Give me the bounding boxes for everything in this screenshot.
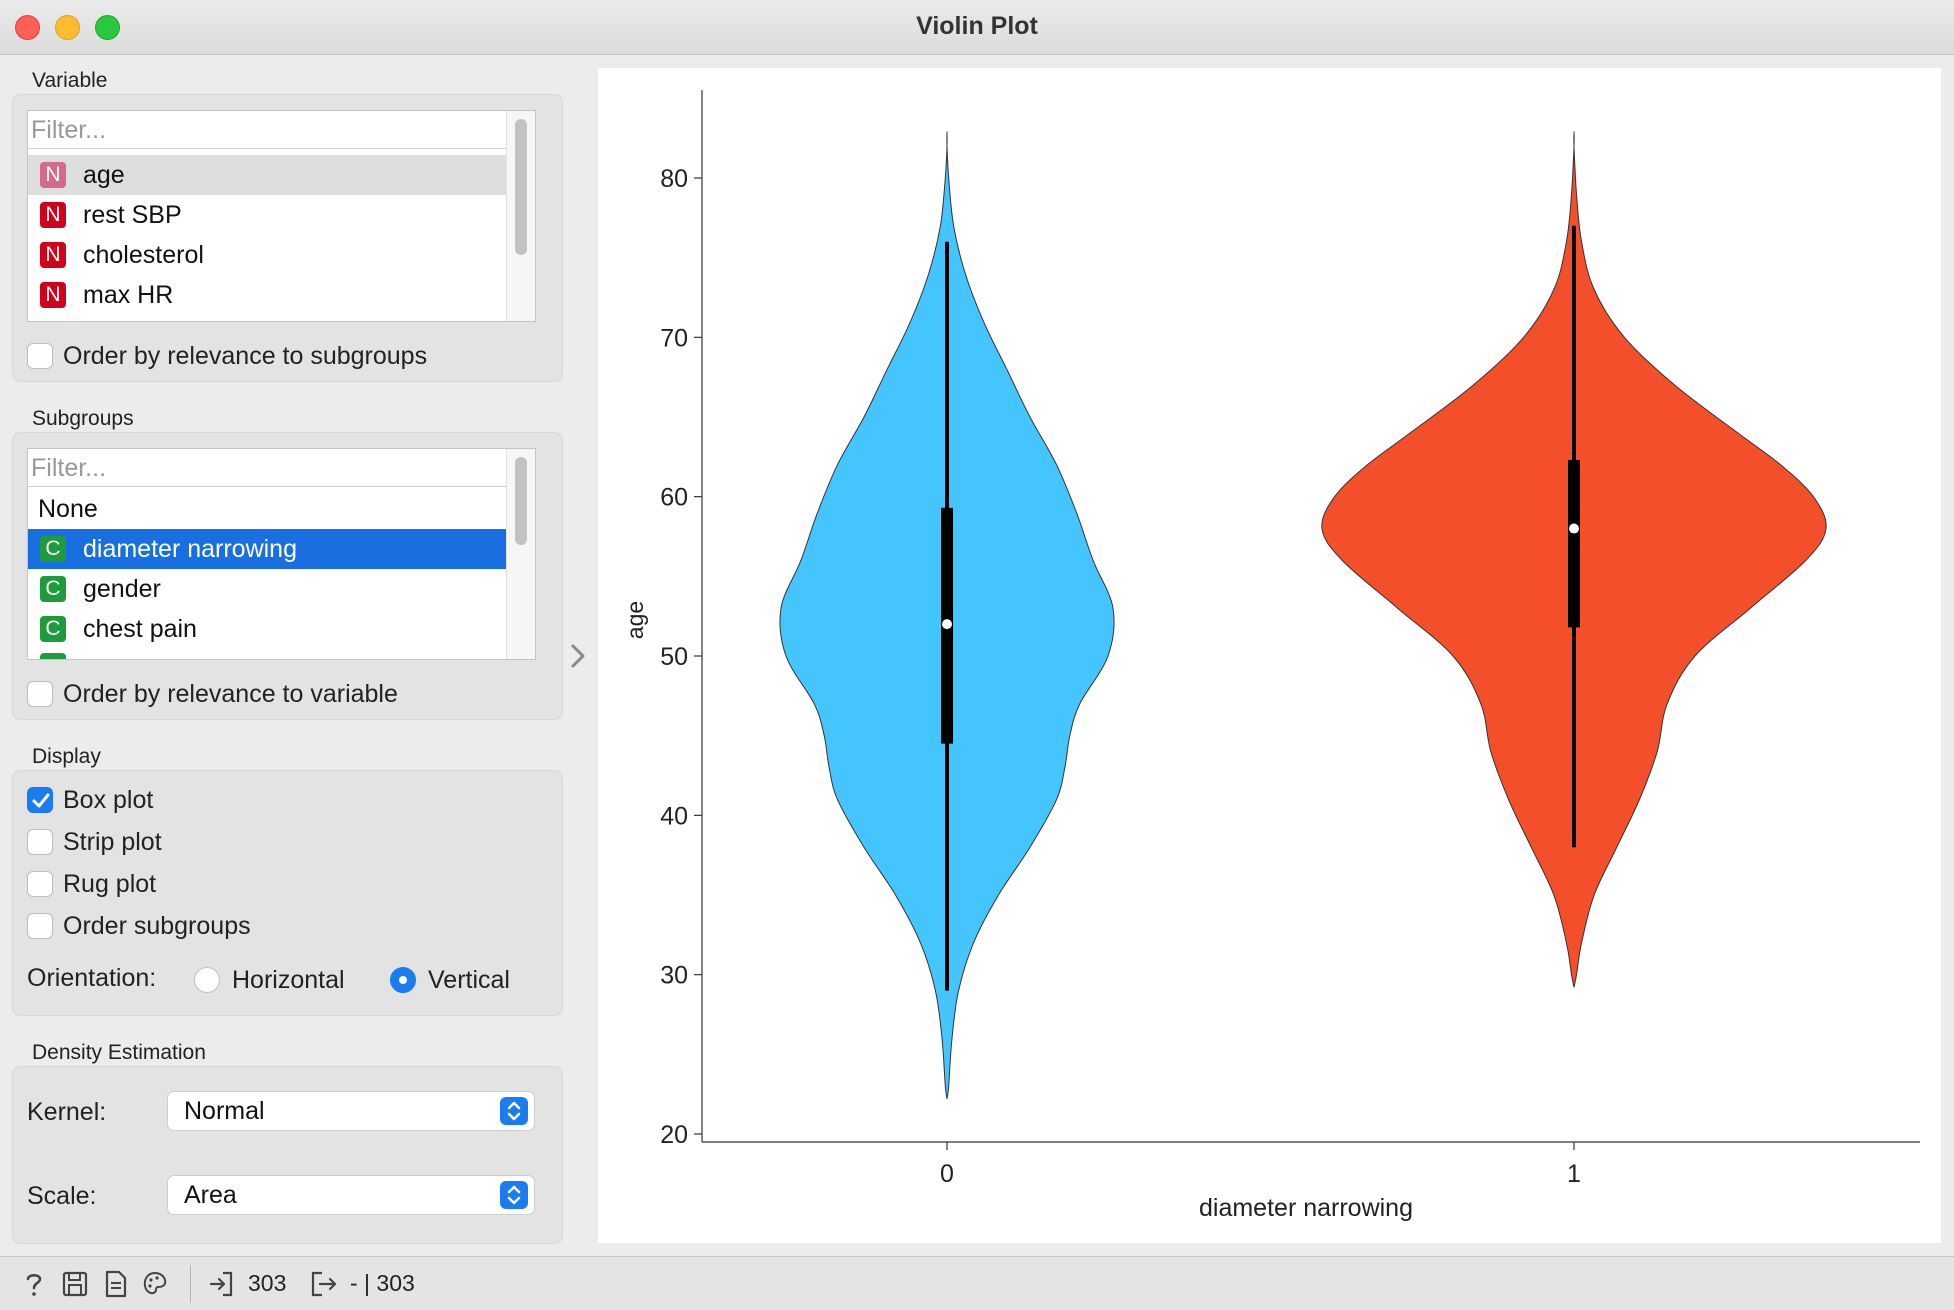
y-tick-label: 60 <box>660 484 688 512</box>
categorical-icon: C <box>40 536 66 562</box>
list-item-none[interactable]: None <box>28 489 506 529</box>
titlebar: Violin Plot <box>0 0 1954 55</box>
checkbox-label: Order by relevance to variable <box>63 680 398 708</box>
checkbox-box[interactable] <box>27 829 53 855</box>
output-count: - | 303 <box>350 1270 415 1296</box>
list-item-label: chest pain <box>83 615 197 643</box>
checkmark-icon <box>32 793 50 808</box>
variable-filter-input[interactable]: Filter... <box>28 111 506 149</box>
orientation-label: Orientation: <box>27 964 157 992</box>
minimize-button[interactable] <box>55 15 80 40</box>
iqr-box-1 <box>1568 460 1580 628</box>
y-axis-label: age <box>622 601 648 639</box>
checkbox-box[interactable] <box>27 343 53 369</box>
horizontal-radio-label: Horizontal <box>232 966 345 994</box>
list-item[interactable]: C diameter narrowing <box>28 529 506 569</box>
numeric-icon: N <box>40 202 66 228</box>
chevron-up-down-icon <box>500 1097 528 1125</box>
x-axis-label: diameter narrowing <box>1199 1194 1413 1222</box>
scroll-thumb[interactable] <box>515 457 527 545</box>
list-item-label: cholesterol <box>83 241 204 269</box>
x-tick-label: 1 <box>1567 1160 1581 1188</box>
list-item-label: rest SBP <box>83 201 182 229</box>
list-item[interactable]: N cholesterol <box>28 235 506 275</box>
y-tick-label: 70 <box>660 324 688 352</box>
x-tick-label: 0 <box>940 1160 954 1188</box>
list-item[interactable]: N max HR <box>28 275 506 315</box>
list-item[interactable]: C chest pain <box>28 609 506 649</box>
list-item[interactable]: C gender <box>28 569 506 609</box>
checkbox-label: Box plot <box>63 786 154 814</box>
list-item[interactable]: N age <box>28 155 506 195</box>
density-section-label: Density Estimation <box>32 1041 206 1064</box>
chevron-up-down-icon <box>500 1181 528 1209</box>
save-icon[interactable] <box>62 1270 88 1298</box>
checkbox-box[interactable] <box>27 787 53 813</box>
subgroups-filter-input[interactable]: Filter... <box>28 449 506 487</box>
scale-label: Scale: <box>27 1182 97 1210</box>
status-divider <box>190 1265 191 1303</box>
scale-select[interactable]: Area <box>167 1175 535 1215</box>
violin-chart: 20 30 40 50 60 70 80 0 1 age diameter narrowing <box>622 90 1920 1222</box>
checkbox-box[interactable] <box>27 681 53 707</box>
subgroups-section-label: Subgroups <box>32 407 134 430</box>
palette-icon[interactable] <box>142 1270 168 1298</box>
y-tick-label: 30 <box>660 962 688 990</box>
checkbox-label: Order by relevance to subgroups <box>63 342 428 370</box>
numeric-icon: N <box>40 282 66 308</box>
categorical-icon: C <box>40 576 66 602</box>
vertical-radio[interactable] <box>390 967 416 993</box>
median-marker-0 <box>942 619 952 630</box>
scroll-thumb[interactable] <box>515 119 527 255</box>
variable-scrollbar[interactable] <box>506 111 535 321</box>
checkbox-box[interactable] <box>27 871 53 897</box>
window-title: Violin Plot <box>916 12 1038 40</box>
list-item-label: None <box>38 495 98 523</box>
numeric-icon: N <box>40 162 66 188</box>
list-item-label: age <box>83 161 125 189</box>
checkbox-label: Rug plot <box>63 870 157 898</box>
kernel-select[interactable]: Normal <box>167 1091 535 1131</box>
zoom-button[interactable] <box>95 15 120 40</box>
status-bar: 303 - | 303 <box>0 1256 1954 1310</box>
report-icon[interactable] <box>104 1270 128 1298</box>
variable-section-label: Variable <box>32 69 108 92</box>
chevron-right-icon[interactable] <box>568 642 588 670</box>
close-button[interactable] <box>15 15 40 40</box>
variable-list[interactable]: Filter... N age N rest SBP N cholesterol… <box>27 110 536 322</box>
kernel-label: Kernel: <box>27 1098 107 1126</box>
y-tick-label: 20 <box>660 1121 688 1149</box>
numeric-icon: N <box>40 242 66 268</box>
vertical-radio-label: Vertical <box>428 966 510 994</box>
list-item[interactable]: N rest SBP <box>28 195 506 235</box>
list-item-label: diameter narrowing <box>83 535 297 563</box>
y-tick-label: 40 <box>660 802 688 830</box>
checkbox-box[interactable] <box>27 913 53 939</box>
kernel-select-value: Normal <box>184 1097 265 1125</box>
categorical-icon: C <box>40 616 66 642</box>
checkbox-label: Order subgroups <box>63 912 251 940</box>
help-icon[interactable] <box>22 1270 46 1298</box>
input-icon <box>209 1271 233 1297</box>
input-count: 303 <box>248 1270 287 1296</box>
subgroups-list[interactable]: Filter... None C diameter narrowing C ge… <box>27 448 536 660</box>
y-tick-label: 80 <box>660 165 688 193</box>
checkbox-label: Strip plot <box>63 828 162 856</box>
list-item-label: gender <box>83 575 161 603</box>
median-marker-1 <box>1569 523 1579 534</box>
output-icon <box>311 1271 337 1297</box>
y-tick-label: 50 <box>660 643 688 671</box>
horizontal-radio[interactable] <box>194 967 220 993</box>
list-item-partial[interactable] <box>28 649 506 659</box>
plot-area[interactable]: 20 30 40 50 60 70 80 0 1 age diameter narrowing <box>598 68 1941 1243</box>
display-box <box>12 770 563 1016</box>
scale-select-value: Area <box>184 1181 237 1209</box>
categorical-icon <box>40 653 66 659</box>
list-item-label: max HR <box>83 281 174 309</box>
subgroups-scrollbar[interactable] <box>506 449 535 659</box>
display-section-label: Display <box>32 745 101 768</box>
